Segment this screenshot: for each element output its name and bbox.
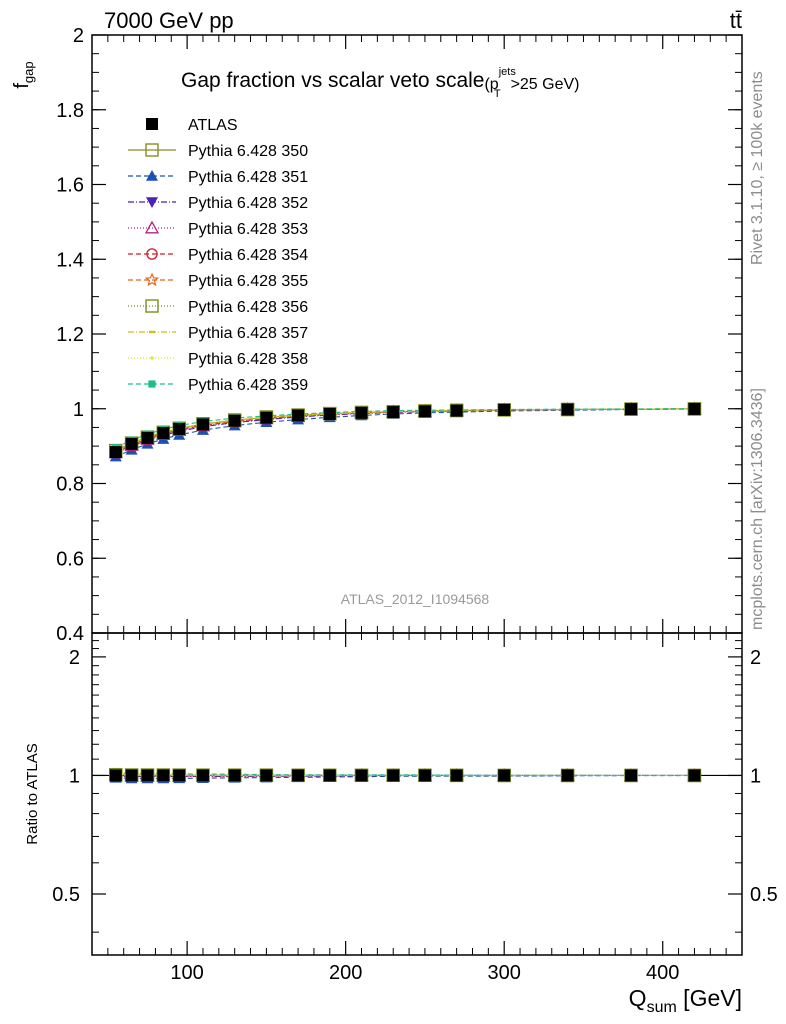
legend-marker-pythia-6-428-357 xyxy=(149,330,155,334)
analysis-watermark: ATLAS_2012_I1094568 xyxy=(341,591,490,607)
ratio-point-atlas xyxy=(109,769,122,782)
y-tick-label: 1.2 xyxy=(56,324,84,346)
ratio-line-pythia-6-428-358 xyxy=(115,773,695,776)
energy-label: 7000 GeV pp xyxy=(104,8,234,33)
main-panel: 0.4 0.6 0.8 1 1.2 1.4 1.6 1.8 2 ATLAS_2012_I1094… xyxy=(56,25,743,647)
ratio-point-atlas xyxy=(260,769,273,782)
chart-title: Gap fraction vs scalar veto scale(pjets T… xyxy=(181,66,580,100)
ratio-point-atlas xyxy=(157,769,170,782)
rivet-version-label: Rivet 3.1.10, ≥ 100k events xyxy=(749,71,766,265)
y-axis-label: fgap xyxy=(11,61,36,88)
mcplots-reference-label: mcplots.cern.ch [arXiv:1306.3436] xyxy=(749,388,766,630)
point-atlas xyxy=(450,404,463,417)
legend-label-pythia-6-428-358: Pythia 6.428 358 xyxy=(188,351,308,368)
legend-marker-pythia-6-428-352 xyxy=(146,197,158,208)
legend-label-pythia-6-428-351: Pythia 6.428 351 xyxy=(188,169,308,186)
legend-label-pythia-6-428-352: Pythia 6.428 352 xyxy=(188,195,308,212)
y-tick-label: 1.4 xyxy=(56,249,84,271)
legend-label-atlas: ATLAS xyxy=(188,117,238,134)
ratio-y-axis-label: Ratio to ATLAS xyxy=(24,743,41,844)
point-atlas xyxy=(109,446,122,459)
ratio-point-atlas xyxy=(196,769,209,782)
x-tick-label: 300 xyxy=(488,962,521,984)
legend: ATLAS Pythia 6.428 350 Pythia 6.428 351 Pyt… xyxy=(128,117,308,394)
x-axis-label: Qsum [GeV] xyxy=(629,985,742,1016)
point-atlas xyxy=(173,422,186,435)
ratio-point-atlas xyxy=(418,769,431,782)
y-tick-label: 1.8 xyxy=(56,100,84,122)
ratio-point-atlas xyxy=(173,769,186,782)
ratio-point-atlas xyxy=(355,769,368,782)
legend-marker-pythia-6-428-351 xyxy=(146,170,158,181)
legend-marker-pythia-6-428-358 xyxy=(150,356,154,360)
y-tick-label: 0.8 xyxy=(56,474,84,496)
legend-label-pythia-6-428-357: Pythia 6.428 357 xyxy=(188,325,308,342)
y-tick-label: 1 xyxy=(73,399,84,421)
y-tick-label: 0.6 xyxy=(56,548,84,570)
legend-label-pythia-6-428-356: Pythia 6.428 356 xyxy=(188,299,308,316)
main-series-group xyxy=(108,401,702,462)
x-tick-label: 400 xyxy=(646,962,679,984)
ratio-point-atlas xyxy=(323,769,336,782)
ratio-panel: 100 200 300 400 0.5 0.5 1 1 2 2 Ratio to ATLAS Qs… xyxy=(24,632,778,1016)
x-tick-label: 200 xyxy=(329,962,362,984)
ratio-tick-labels: 100 200 300 400 0.5 0.5 1 1 2 2 xyxy=(52,647,778,984)
legend-marker-pythia-6-428-355 xyxy=(144,272,160,287)
legend-marker-pythia-6-428-356 xyxy=(145,299,159,313)
legend-label-pythia-6-428-355: Pythia 6.428 355 xyxy=(188,273,308,290)
point-atlas xyxy=(125,437,138,450)
main-tick-labels: 0.4 0.6 0.8 1 1.2 1.4 1.6 1.8 2 xyxy=(56,25,84,645)
legend-label-pythia-6-428-350: Pythia 6.428 350 xyxy=(188,143,308,160)
point-atlas xyxy=(260,411,273,424)
point-atlas xyxy=(387,406,400,419)
ratio-point-atlas xyxy=(292,769,305,782)
ratio-y-tick-label: 2 xyxy=(69,647,80,669)
point-atlas xyxy=(292,409,305,422)
point-atlas xyxy=(625,403,638,416)
point-atlas xyxy=(157,427,170,440)
ratio-frame xyxy=(91,632,743,956)
ratio-point-atlas xyxy=(450,769,463,782)
series-line-pythia-6-428-351 xyxy=(115,408,695,458)
legend-marker-pythia-6-428-353 xyxy=(144,220,160,234)
ratio-axis-ticks xyxy=(92,640,742,955)
ratio-point-atlas xyxy=(125,769,138,782)
legend-marker-pythia-6-428-350 xyxy=(145,143,159,157)
ratio-point-atlas xyxy=(688,769,701,782)
point-atlas xyxy=(355,406,368,419)
point-atlas xyxy=(323,407,336,420)
ratio-point-atlas xyxy=(625,769,638,782)
ratio-point-atlas xyxy=(561,769,574,782)
point-atlas xyxy=(688,402,701,415)
ratio-y-tick-label: 1 xyxy=(69,765,80,787)
main-axis-ticks xyxy=(92,34,742,647)
y-tick-label: 0.4 xyxy=(56,623,84,645)
ratio-point-atlas xyxy=(498,769,511,782)
y-tick-label: 1.6 xyxy=(56,175,84,197)
point-atlas xyxy=(141,431,154,444)
legend-label-pythia-6-428-353: Pythia 6.428 353 xyxy=(188,221,308,238)
ratio-point-atlas xyxy=(141,769,154,782)
x-tick-label: 100 xyxy=(170,962,203,984)
point-atlas xyxy=(196,418,209,431)
ratio-y-tick-label: 0.5 xyxy=(52,884,80,906)
legend-marker-pythia-6-428-359 xyxy=(148,380,156,388)
ratio-point-atlas xyxy=(387,769,400,782)
legend-marker-atlas xyxy=(146,118,158,130)
legend-marker-pythia-6-428-354 xyxy=(146,248,158,260)
process-label: tt̄ xyxy=(730,8,742,33)
ratio-point-atlas xyxy=(228,769,241,782)
y-tick-label: 2 xyxy=(73,25,84,47)
ratio-y-tick-label-right: 1 xyxy=(750,765,761,787)
ratio-y-tick-label-right: 2 xyxy=(750,647,761,669)
point-atlas xyxy=(228,414,241,427)
ratio-series-group xyxy=(108,767,702,784)
point-atlas xyxy=(418,405,431,418)
point-atlas xyxy=(498,403,511,416)
point-atlas xyxy=(561,403,574,416)
legend-label-pythia-6-428-354: Pythia 6.428 354 xyxy=(188,247,308,264)
legend-label-pythia-6-428-359: Pythia 6.428 359 xyxy=(188,377,308,394)
ratio-y-tick-label-right: 0.5 xyxy=(750,884,778,906)
